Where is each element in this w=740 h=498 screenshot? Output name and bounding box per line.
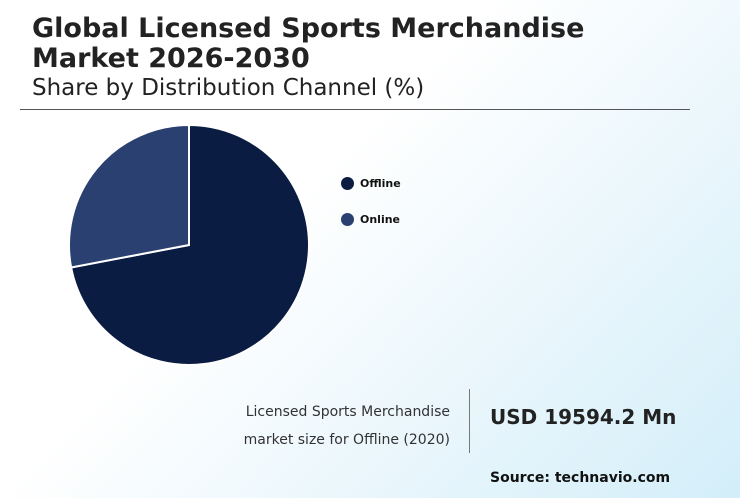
legend-item-offline: Offline (341, 174, 401, 192)
legend-swatch-online (341, 212, 354, 226)
stat-label-line-1: Licensed Sports Merchandise (245, 404, 450, 420)
chart-legend: Offline Online (341, 174, 401, 246)
legend-label-offline: Offline (360, 176, 401, 190)
page-title: Global Licensed Sports Merchandise Marke… (32, 13, 585, 74)
legend-item-online: Online (341, 210, 401, 228)
legend-label-online: Online (360, 212, 401, 226)
pie-slice-offline (69, 123, 310, 366)
legend-swatch-offline (341, 176, 354, 190)
stat-label-line-2: market size for Offline (2020) (243, 432, 450, 448)
source-credit: Source: technavio.com (490, 470, 671, 486)
pie-slice-online (68, 123, 190, 269)
chart-subtitle: Share by Distribution Channel (%) (32, 75, 425, 101)
header-divider (20, 109, 690, 110)
stat-value: USD 19594.2 Mn (490, 405, 677, 429)
stat-divider (469, 389, 470, 453)
stat-label: Licensed Sports Merchandise market size … (200, 398, 450, 454)
